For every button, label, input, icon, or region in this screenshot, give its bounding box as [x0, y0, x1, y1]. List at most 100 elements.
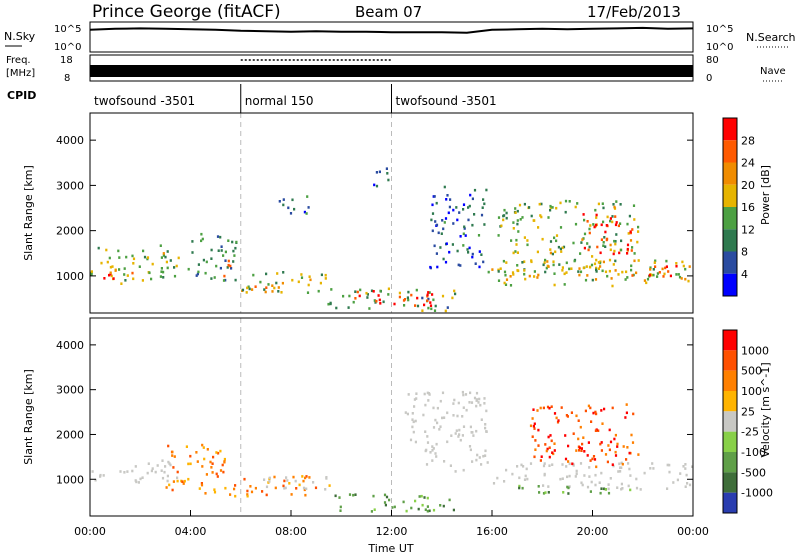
- range-cell: [303, 488, 306, 492]
- range-cell: [600, 487, 603, 490]
- range-cell: [559, 201, 562, 205]
- range-cell: [354, 493, 357, 496]
- range-cell: [224, 250, 227, 254]
- range-cell: [607, 483, 610, 486]
- range-cell: [591, 255, 594, 258]
- range-cell: [197, 270, 200, 274]
- range-cell: [461, 390, 464, 394]
- range-cell: [680, 277, 683, 280]
- y-tick-label: 2000: [56, 225, 84, 238]
- range-cell: [165, 260, 168, 264]
- range-cell: [533, 270, 536, 273]
- range-cell: [628, 467, 631, 471]
- noise-sky-line: [89, 26, 694, 34]
- range-cell: [568, 267, 571, 271]
- range-cell: [276, 272, 279, 275]
- range-cell: [661, 267, 664, 271]
- range-cell: [354, 297, 357, 300]
- range-cell: [280, 291, 283, 294]
- range-cell: [505, 211, 508, 215]
- range-cell: [448, 498, 451, 502]
- range-cell: [565, 261, 568, 265]
- range-cell: [452, 222, 455, 225]
- range-cell: [521, 486, 524, 490]
- range-cell: [203, 457, 206, 461]
- x-tick-label: 16:00: [476, 525, 508, 538]
- range-cell: [567, 486, 570, 490]
- range-cell: [576, 202, 579, 205]
- range-cell: [216, 235, 220, 238]
- range-cell: [609, 248, 612, 252]
- range-cell: [201, 465, 204, 468]
- range-cell: [548, 446, 551, 449]
- range-cell: [686, 482, 689, 485]
- range-cell: [544, 258, 547, 262]
- range-cell: [378, 298, 381, 302]
- range-cell: [117, 249, 120, 253]
- range-cell: [348, 493, 352, 496]
- range-cell: [503, 270, 507, 274]
- range-cell: [231, 240, 234, 244]
- range-cell: [268, 480, 271, 483]
- range-cell: [684, 467, 687, 470]
- power-heatmap: [90, 113, 691, 313]
- range-cell: [604, 488, 607, 491]
- range-cell: [90, 270, 93, 273]
- range-cell: [325, 477, 328, 480]
- range-cell: [166, 474, 169, 478]
- range-cell: [159, 275, 162, 278]
- range-cell: [111, 265, 114, 268]
- range-cell: [224, 486, 227, 490]
- range-cell: [406, 412, 409, 416]
- range-cell: [339, 505, 342, 509]
- range-cell: [597, 202, 600, 206]
- range-cell: [443, 221, 446, 224]
- range-cell: [584, 278, 588, 282]
- range-cell: [483, 402, 486, 405]
- range-cell: [635, 271, 638, 275]
- colorbar-frame: [722, 117, 738, 297]
- range-cell: [497, 234, 500, 237]
- range-cell: [652, 273, 655, 277]
- range-cell: [435, 442, 438, 446]
- cpid-row: twofsound -3501 normal 150 twofsound -3501: [94, 84, 497, 113]
- range-cell: [615, 200, 618, 203]
- range-cell: [574, 475, 577, 478]
- range-cell: [461, 415, 464, 418]
- range-cell: [359, 288, 362, 292]
- range-cell: [308, 275, 311, 278]
- range-cell: [176, 479, 179, 483]
- range-cell: [386, 172, 389, 175]
- range-cell: [511, 271, 515, 274]
- range-cell: [549, 204, 552, 208]
- y-tick-label: 1000: [56, 473, 84, 486]
- range-cell: [123, 273, 126, 276]
- range-cell: [411, 418, 414, 421]
- range-cell: [314, 486, 318, 490]
- range-cell: [407, 298, 410, 302]
- range-cell: [516, 219, 519, 222]
- range-cell: [150, 277, 153, 281]
- range-cell: [462, 393, 465, 397]
- range-cell: [204, 271, 207, 275]
- range-cell: [277, 286, 280, 289]
- range-cell: [210, 466, 213, 469]
- range-cell: [196, 460, 199, 463]
- y-tick-label: 3000: [56, 179, 84, 192]
- range-cell: [432, 298, 435, 302]
- range-cell: [227, 239, 230, 242]
- range-cell: [284, 486, 287, 490]
- range-cell: [462, 232, 465, 236]
- range-cell: [356, 290, 359, 294]
- range-cell: [233, 254, 236, 257]
- power-colorbar: 28 24 20 16 12 8 4: [722, 117, 755, 297]
- range-cell: [352, 300, 355, 304]
- colorbar-swatch: [723, 391, 737, 412]
- range-cell: [293, 207, 296, 211]
- range-cell: [588, 466, 591, 469]
- range-cell: [523, 478, 527, 481]
- range-cell: [601, 202, 604, 205]
- range-cell: [538, 491, 541, 494]
- range-cell: [320, 273, 323, 277]
- range-cell: [398, 291, 401, 295]
